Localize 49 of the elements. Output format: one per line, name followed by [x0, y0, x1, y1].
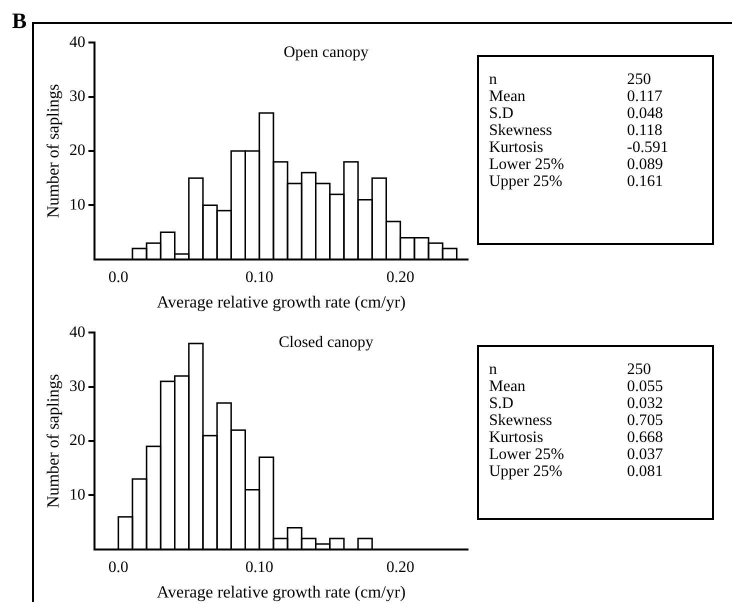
data-label: 0.117 — [627, 88, 662, 105]
category-label: Mean — [489, 378, 526, 395]
x-axis-title: Average relative growth rate (cm/yr) — [156, 582, 406, 602]
x-tick-label: 0.20 — [386, 269, 414, 286]
data-label: 0.032 — [627, 395, 663, 412]
category-label: Lower 25% — [489, 156, 566, 173]
x-tick-label: 0.0 — [108, 559, 128, 576]
x-tick-label: 0.20 — [386, 559, 414, 576]
x-tick-label: 0.10 — [245, 559, 274, 576]
data-label: 0.081 — [627, 463, 663, 480]
y-tick-label: 10 — [69, 196, 86, 214]
category-label: n — [489, 71, 498, 88]
category-label: Skewness — [489, 122, 554, 139]
category-label: S.D — [489, 105, 514, 122]
category-label: n — [489, 361, 498, 378]
data-label: 0.705 — [627, 412, 663, 429]
chart-title: Open canopy — [284, 44, 368, 61]
category-label: Mean — [489, 88, 526, 105]
data-label: 0.037 — [627, 446, 663, 463]
x-axis-title: Average relative growth rate (cm/yr) — [156, 292, 406, 312]
category-label: Kurtosis — [489, 139, 544, 156]
y-axis-title: Number of saplings — [44, 84, 63, 218]
category-label: Lower 25% — [489, 446, 566, 463]
data-label: 0.048 — [627, 105, 663, 122]
category-label: S.D — [489, 395, 514, 412]
data-label: 0.668 — [627, 429, 663, 446]
x-tick-label: 0.0 — [108, 269, 128, 286]
y-tick-label: 40 — [69, 34, 86, 51]
data-label: 0.089 — [627, 156, 663, 173]
y-axis-title: Number of saplings — [44, 374, 63, 508]
y-tick-label: 20 — [69, 142, 86, 160]
text: B — [12, 8, 27, 34]
data-label: 0.161 — [627, 173, 663, 190]
y-tick-label: 40 — [69, 324, 86, 341]
category-label: Skewness — [489, 412, 554, 429]
x-tick-label: 0.10 — [245, 269, 274, 286]
category-label: Upper 25% — [489, 173, 564, 190]
chart-title: Closed canopy — [278, 334, 374, 351]
data-label: 0.055 — [627, 378, 663, 395]
data-label: 250 — [627, 71, 651, 88]
y-tick-label: 10 — [69, 486, 86, 504]
category-label: Kurtosis — [489, 429, 544, 446]
data-label: 0.118 — [627, 122, 662, 139]
y-tick-label: 30 — [69, 88, 86, 106]
category-label: Upper 25% — [489, 463, 564, 480]
data-label: -0.591 — [627, 139, 668, 156]
y-tick-label: 20 — [69, 432, 86, 450]
y-tick-label: 30 — [69, 378, 86, 396]
data-label: 250 — [627, 361, 651, 378]
